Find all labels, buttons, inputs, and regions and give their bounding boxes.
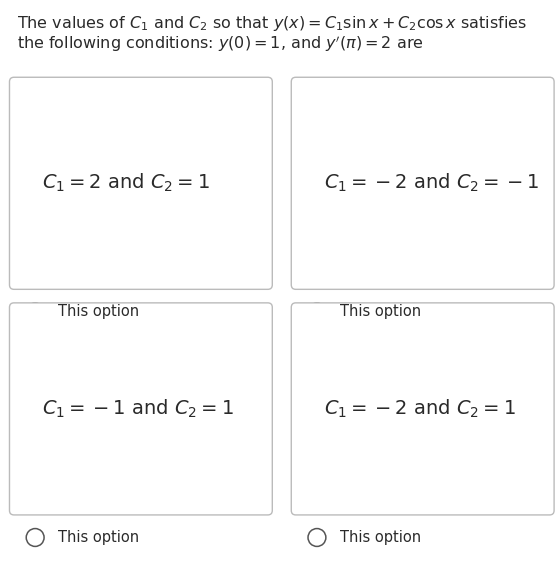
Text: The values of $C_1$ and $C_2$ so that $y(x) = C_1 \sin x + C_2 \cos x$ satisfies: The values of $C_1$ and $C_2$ so that $y… [17, 14, 527, 33]
Text: This option: This option [58, 305, 139, 319]
Text: This option: This option [58, 530, 139, 545]
Text: This option: This option [340, 530, 421, 545]
Text: $C_1 = 2$ and $C_2 = 1$: $C_1 = 2$ and $C_2 = 1$ [42, 172, 210, 195]
Text: $C_1 = -2$ and $C_2 = 1$: $C_1 = -2$ and $C_2 = 1$ [324, 398, 515, 420]
Text: the following conditions: $y(0) = 1$, and $y^{\prime}(\pi) = 2$ are: the following conditions: $y(0) = 1$, an… [17, 34, 424, 54]
Text: $C_1 = -2$ and $C_2 = -1$: $C_1 = -2$ and $C_2 = -1$ [324, 172, 539, 195]
Text: $C_1 = -1$ and $C_2 = 1$: $C_1 = -1$ and $C_2 = 1$ [42, 398, 233, 420]
Text: This option: This option [340, 305, 421, 319]
